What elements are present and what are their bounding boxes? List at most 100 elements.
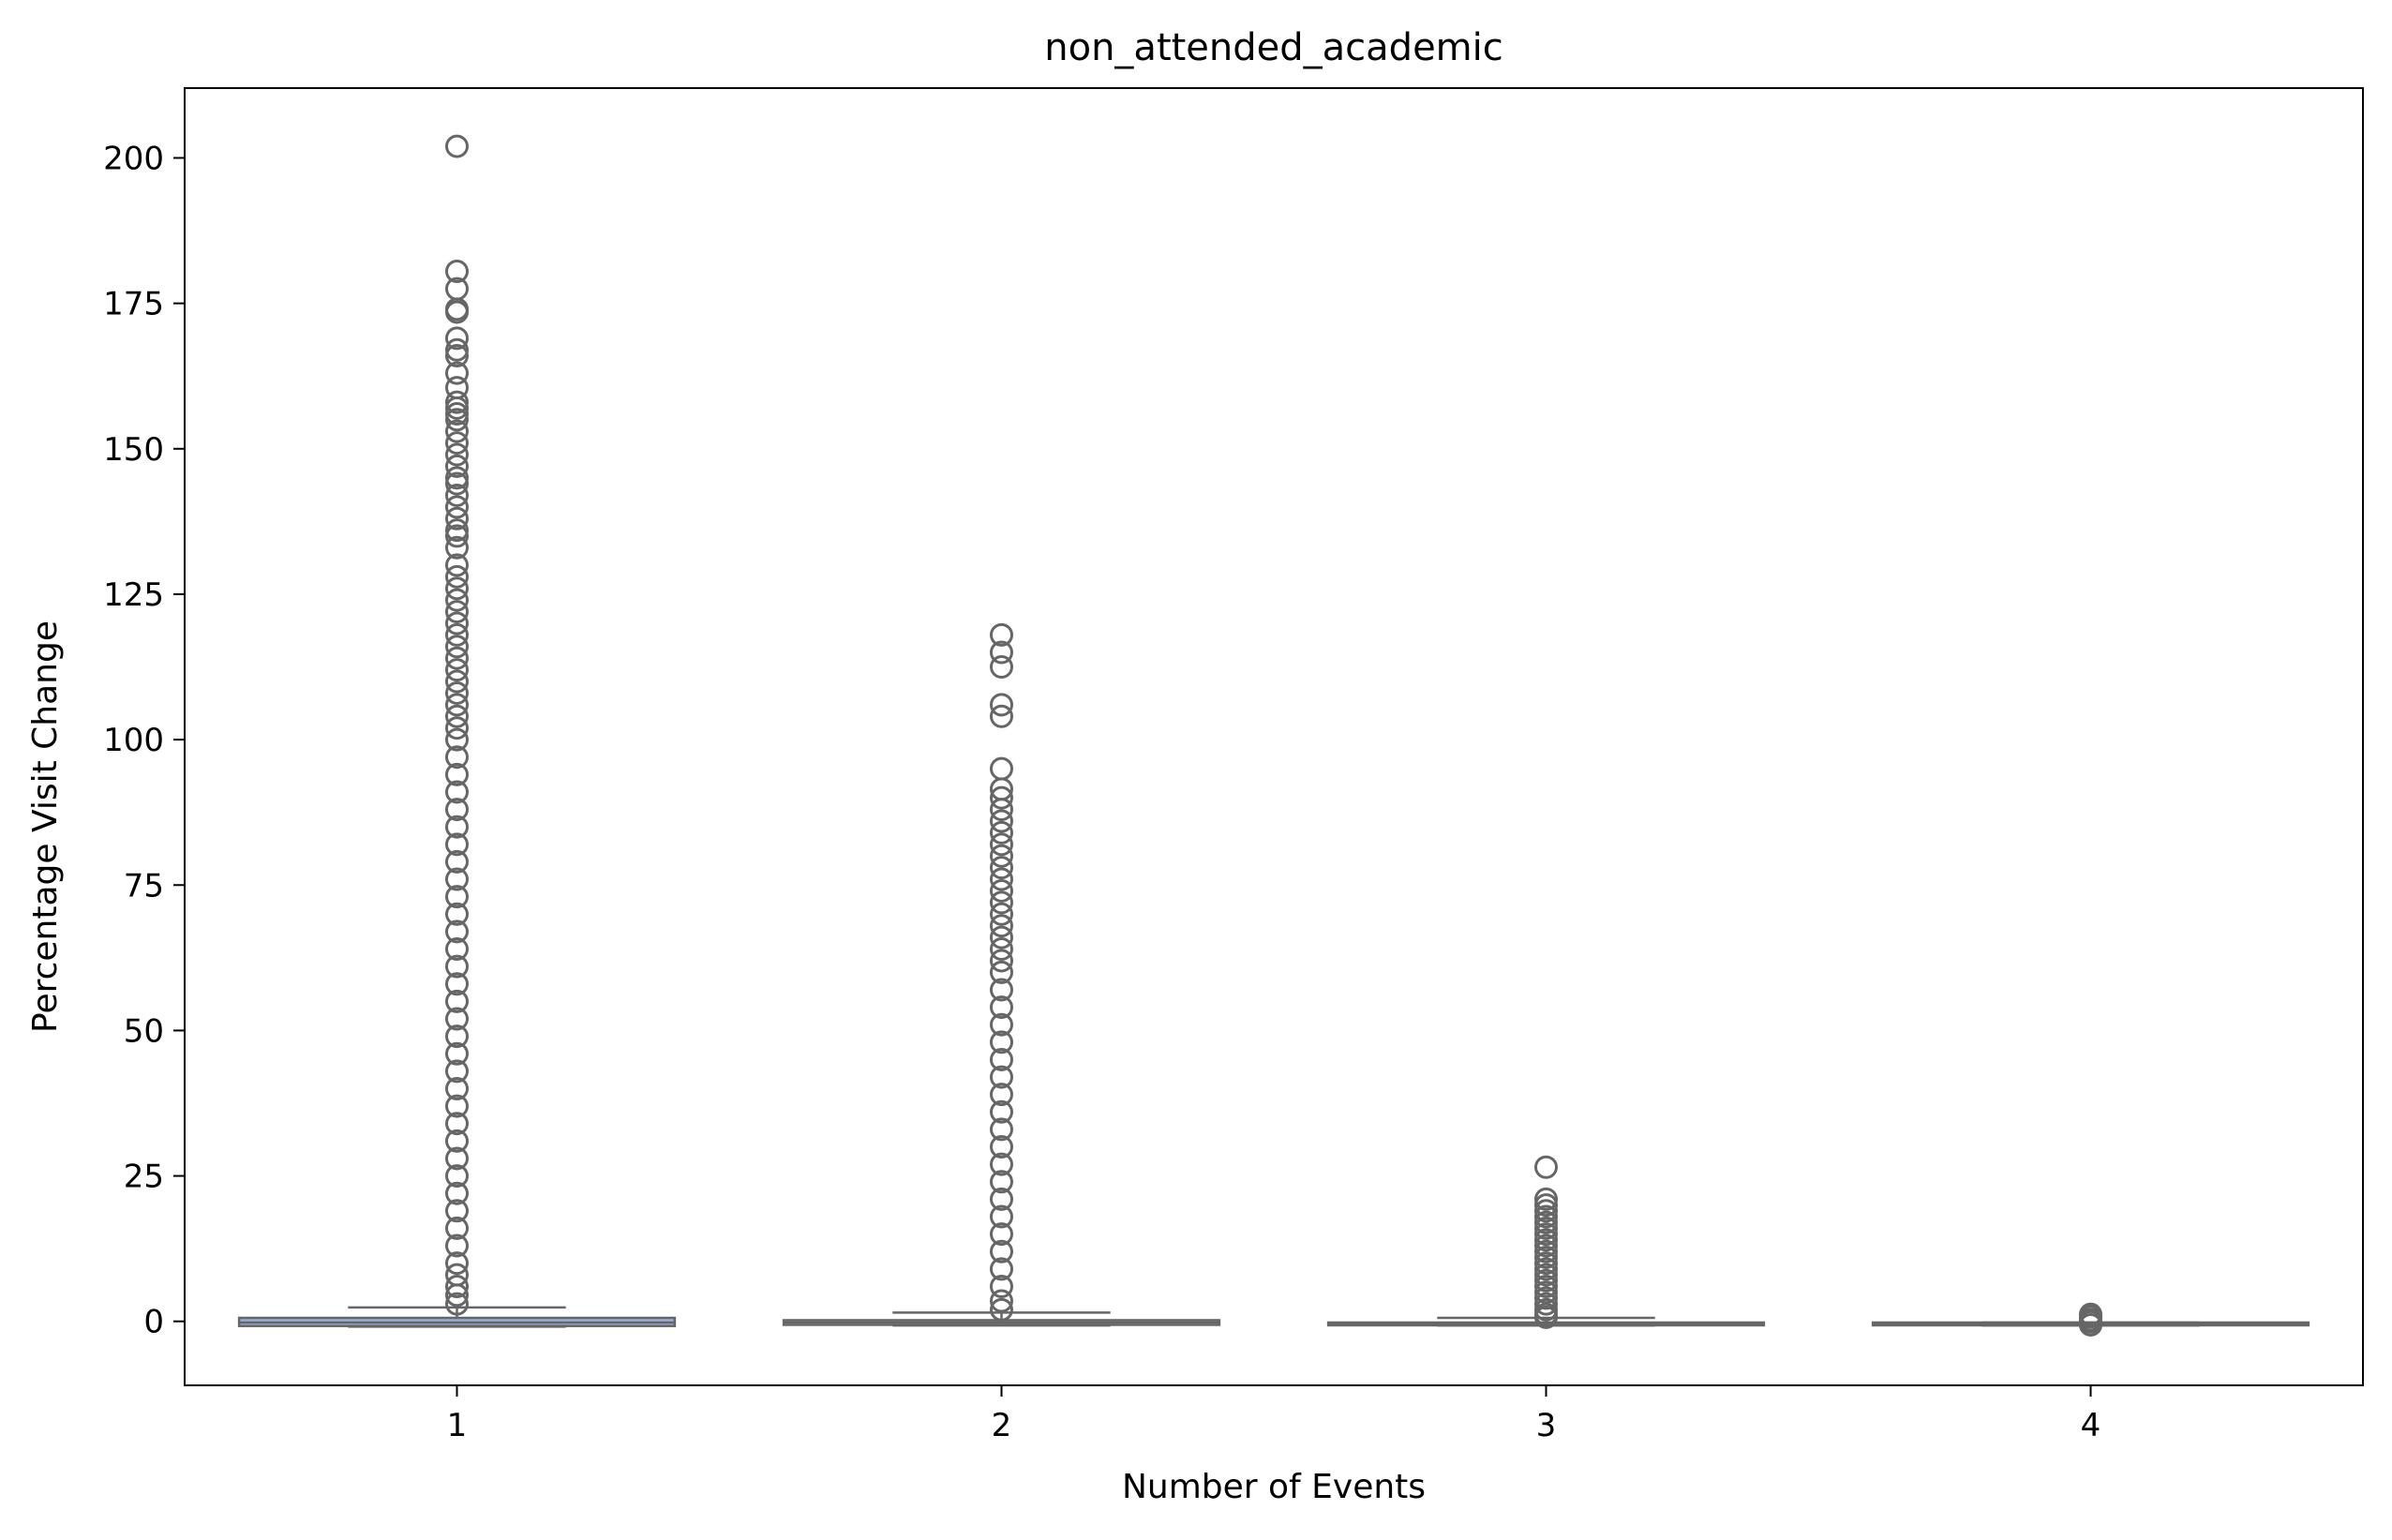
outlier-point <box>445 588 469 612</box>
outlier-point <box>445 954 469 979</box>
outlier-point <box>990 622 1013 647</box>
outlier-point <box>445 1024 469 1049</box>
outlier-point <box>445 1112 469 1136</box>
outlier-point <box>1534 1193 1558 1218</box>
x-tick-label: 4 <box>2081 1407 2101 1444</box>
outlier-point <box>990 693 1013 717</box>
y-tick-label: 125 <box>103 576 164 614</box>
outlier-point <box>990 844 1013 868</box>
outlier-point <box>445 1007 469 1031</box>
outlier-point <box>990 995 1013 1020</box>
outlier-point <box>990 1135 1013 1159</box>
outlier-point <box>445 1164 469 1189</box>
outlier-point <box>990 890 1013 915</box>
outlier-point <box>1534 1280 1558 1305</box>
outlier-point <box>990 1187 1013 1211</box>
outlier-point <box>445 506 469 531</box>
outlier-point <box>445 535 469 560</box>
x-tick-label: 3 <box>1536 1407 1557 1444</box>
outlier-point <box>990 1239 1013 1263</box>
outlier-point <box>445 343 469 367</box>
outlier-point <box>990 1289 1013 1313</box>
outlier-point <box>1534 1274 1558 1298</box>
outlier-point <box>445 553 469 577</box>
outlier-point <box>445 937 469 962</box>
outlier-point <box>445 622 469 647</box>
outlier-point <box>445 693 469 717</box>
outlier-point <box>445 1292 469 1316</box>
y-tick-label: 200 <box>103 140 164 177</box>
outlier-point <box>445 1146 469 1171</box>
outlier-point <box>445 518 469 543</box>
y-tick-label: 150 <box>103 431 164 469</box>
outlier-point <box>990 856 1013 880</box>
outlier-point <box>445 902 469 926</box>
chart-title: non_attended_academic <box>1044 26 1503 69</box>
outlier-point <box>445 745 469 770</box>
outlier-point <box>445 611 469 635</box>
outlier-point <box>445 669 469 694</box>
outlier-point <box>445 815 469 839</box>
outlier-point <box>445 1129 469 1153</box>
outlier-point <box>445 431 469 456</box>
outlier-point <box>1534 1257 1558 1281</box>
outlier-point <box>990 878 1013 903</box>
y-tick-label: 25 <box>124 1159 164 1196</box>
outlier-point <box>445 396 469 420</box>
outlier-point <box>1534 1199 1558 1223</box>
outlier-point <box>445 635 469 659</box>
outlier-point <box>445 466 469 490</box>
outlier-point <box>990 809 1013 833</box>
outlier-point <box>445 471 469 496</box>
axes-frame <box>184 87 2364 1386</box>
outlier-point <box>990 1012 1013 1037</box>
outlier-point <box>445 972 469 996</box>
outlier-point <box>445 483 469 507</box>
outlier-point <box>445 1094 469 1118</box>
outlier-point <box>1534 1228 1558 1252</box>
outlier-point <box>445 1199 469 1223</box>
outlier-point <box>990 832 1013 857</box>
outlier-point <box>990 640 1013 665</box>
outlier-point <box>990 937 1013 962</box>
outlier-point <box>990 902 1013 926</box>
outlier-point <box>445 1059 469 1084</box>
outlier-point <box>445 885 469 909</box>
outlier-point <box>1534 1251 1558 1276</box>
outlier-point <box>445 419 469 443</box>
outlier-point <box>445 408 469 432</box>
outlier-point <box>990 960 1013 984</box>
outlier-point <box>445 454 469 478</box>
y-tick-label: 50 <box>124 1012 164 1050</box>
outlier-point <box>990 1222 1013 1247</box>
outlier-point <box>990 914 1013 938</box>
outlier-point <box>1534 1155 1558 1179</box>
outlier-point <box>990 1274 1013 1298</box>
outlier-point <box>1534 1292 1558 1316</box>
outlier-point <box>445 524 469 548</box>
outlier-point <box>1534 1305 1558 1329</box>
outlier-point <box>445 716 469 740</box>
x-tick-label: 2 <box>992 1407 1012 1444</box>
outlier-point <box>445 390 469 414</box>
outlier-point <box>990 867 1013 891</box>
outlier-point <box>990 655 1013 680</box>
outlier-point <box>990 1065 1013 1089</box>
outlier-point <box>2079 1312 2102 1337</box>
outlier-point <box>445 1041 469 1066</box>
outlier-point <box>990 1204 1013 1229</box>
outlier-point <box>990 704 1013 728</box>
outlier-point <box>990 820 1013 845</box>
outlier-point <box>1534 1210 1558 1234</box>
outlier-point <box>1534 1233 1558 1258</box>
outlier-point <box>990 798 1013 822</box>
outlier-point <box>1534 1263 1558 1287</box>
outlier-point <box>445 442 469 467</box>
outlier-point <box>445 920 469 944</box>
outlier-point <box>445 259 469 283</box>
outlier-point <box>445 1216 469 1240</box>
outlier-point <box>990 1170 1013 1194</box>
